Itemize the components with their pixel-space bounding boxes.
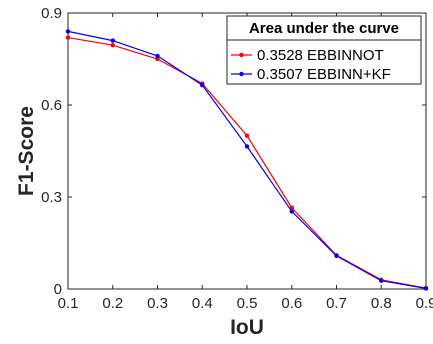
data-point-ebbinn-kf	[379, 278, 384, 283]
data-point-ebbinn-kf	[423, 286, 429, 291]
y-tick-label: 0.6	[41, 97, 62, 114]
data-point-ebbinn-kf	[155, 53, 160, 59]
y-tick-label: 0.9	[41, 5, 62, 22]
data-point-ebbinn-kf	[110, 38, 115, 43]
y-tick-label: 0	[54, 281, 62, 298]
legend-entry-ebbinn-kf: 0.3507 EBBINN+KF	[257, 66, 391, 83]
data-point-ebbinnot	[65, 35, 71, 40]
data-point-ebbinnot	[110, 43, 115, 48]
legend-entry-ebbinnot: 0.3528 EBBINNOT	[257, 47, 384, 64]
y-axis-label: F1-Score	[15, 106, 38, 196]
legend-marker-ebbinnot	[239, 52, 244, 58]
axis-ticks: 0.1 0.2 0.3 0.4 0.5 0.6 0.7 0.8 0.9 0 0.3 0.6 0.9	[41, 5, 433, 312]
data-point-ebbinn-kf	[244, 144, 250, 149]
x-tick-label: 0.7	[326, 295, 347, 312]
data-point-ebbinn-kf	[334, 253, 339, 259]
series-layer	[65, 29, 429, 291]
x-tick-label: 0.3	[147, 295, 168, 312]
data-point-ebbinn-kf	[289, 209, 294, 214]
legend-title: Area under the curve	[249, 20, 399, 37]
legend-marker-ebbinn-kf	[239, 71, 244, 77]
x-tick-label: 0.6	[281, 295, 302, 312]
y-tick-label: 0.3	[41, 189, 62, 206]
data-point-ebbinn-kf	[65, 29, 71, 34]
x-tick-label: 0.4	[192, 295, 213, 312]
data-point-ebbinnot	[244, 133, 250, 138]
x-tick-label: 0.8	[371, 295, 392, 312]
x-tick-label: 0.2	[102, 295, 123, 312]
x-axis-label: IoU	[230, 316, 264, 339]
x-tick-label: 0.5	[237, 295, 258, 312]
data-point-ebbinn-kf	[200, 82, 205, 88]
x-tick-label: 0.1	[58, 295, 79, 312]
data-point-ebbinnot	[155, 56, 160, 62]
legend: Area under the curve 0.3528 EBBINNOT 0.3…	[226, 15, 422, 85]
legend-box	[226, 15, 422, 85]
x-tick-label: 0.9	[416, 295, 433, 312]
